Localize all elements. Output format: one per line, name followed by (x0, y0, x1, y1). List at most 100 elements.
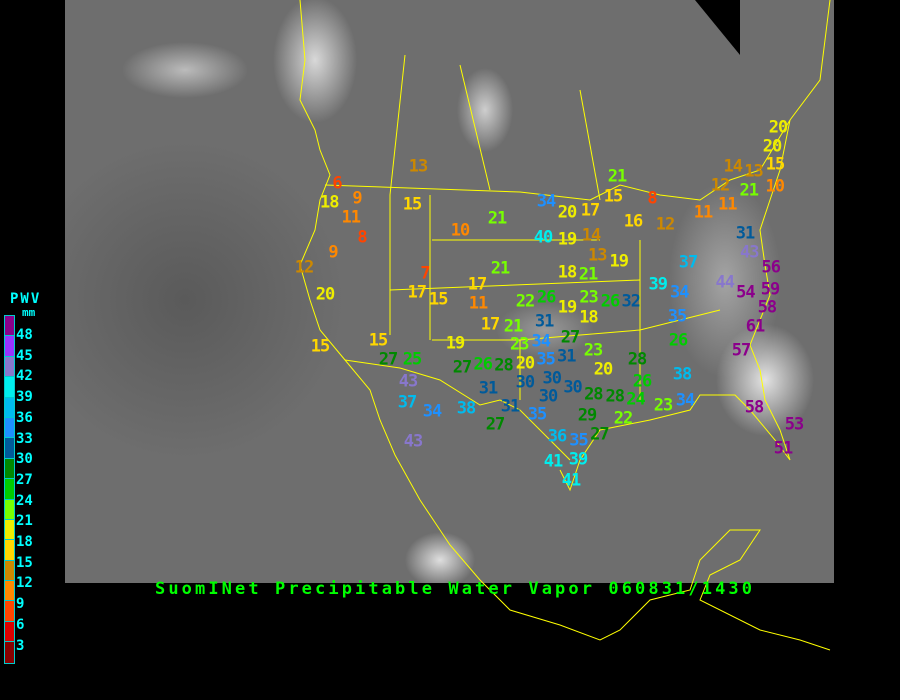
station-pwv-value: 11 (718, 194, 738, 214)
legend-swatch (5, 601, 14, 622)
station-pwv-value: 44 (715, 272, 736, 293)
station-pwv-value: 11 (693, 202, 714, 223)
station-pwv-value: 20 (762, 136, 783, 157)
station-pwv-value: 27 (485, 414, 506, 435)
legend-swatch (5, 581, 14, 602)
station-pwv-value: 8 (647, 188, 657, 209)
legend-label: 36 (16, 409, 33, 426)
station-pwv-value: 13 (588, 245, 608, 265)
state-line (389, 54, 406, 196)
station-pwv-value: 18 (320, 192, 340, 213)
station-pwv-value: 31 (500, 396, 521, 417)
station-pwv-value: 9 (352, 188, 362, 209)
station-pwv-value: 22 (613, 408, 634, 429)
legend-label: 18 (16, 534, 33, 550)
station-pwv-value: 38 (672, 364, 693, 385)
legend-label: 24 (16, 492, 33, 509)
station-pwv-value: 35 (527, 404, 548, 425)
station-pwv-value: 21 (578, 264, 599, 284)
station-pwv-value: 26 (668, 330, 689, 351)
us-mexico-border (344, 359, 571, 461)
station-pwv-value: 9 (328, 242, 338, 263)
legend-swatch (5, 356, 14, 378)
station-pwv-value: 19 (609, 251, 629, 272)
station-pwv-value: 22 (515, 291, 536, 312)
legend-swatch (5, 336, 14, 357)
station-pwv-value: 10 (765, 176, 786, 197)
station-pwv-value: 26 (600, 291, 621, 312)
station-pwv-value: 54 (736, 282, 756, 303)
station-pwv-value: 56 (761, 257, 781, 278)
station-pwv-value: 30 (563, 377, 583, 398)
legend-label: 6 (16, 616, 25, 633)
legend-swatch (5, 560, 14, 582)
station-pwv-value: 39 (648, 274, 669, 295)
pwv-color-scale (4, 315, 15, 664)
station-pwv-value: 17 (580, 200, 601, 221)
station-pwv-value: 27 (590, 424, 610, 445)
station-pwv-value: 21 (503, 316, 524, 337)
station-pwv-value: 17 (407, 282, 428, 303)
state-line (579, 89, 601, 201)
station-pwv-value: 30 (542, 368, 563, 389)
station-pwv-value: 6 (332, 173, 342, 194)
state-line (459, 64, 491, 191)
station-pwv-value: 11 (468, 293, 489, 314)
station-pwv-value: 35 (536, 349, 556, 370)
station-pwv-value: 19 (557, 229, 578, 250)
station-pwv-value: 35 (569, 430, 589, 450)
station-pwv-value: 20 (593, 359, 614, 379)
station-pwv-value: 34 (675, 390, 696, 411)
us-canada-border (324, 0, 831, 201)
station-pwv-value: 30 (538, 386, 559, 407)
station-pwv-value: 57 (731, 340, 752, 361)
station-pwv-value: 41 (543, 451, 564, 472)
station-pwv-value: 27 (452, 357, 473, 378)
legend-label: 9 (16, 596, 25, 613)
satellite-image (65, 0, 834, 583)
station-pwv-value: 26 (473, 354, 494, 375)
station-pwv-value: 15 (765, 154, 786, 175)
station-pwv-value: 20 (315, 284, 336, 305)
station-pwv-value: 31 (478, 378, 499, 399)
legend-label: 3 (16, 637, 25, 654)
map-title: SuomINet Precipitable Water Vapor 060831… (155, 579, 756, 599)
station-pwv-value: 10 (450, 220, 471, 241)
station-pwv-value: 37 (397, 392, 418, 413)
station-pwv-value: 21 (739, 180, 759, 201)
station-pwv-value: 34 (422, 401, 443, 422)
station-pwv-value: 20 (515, 353, 536, 374)
legend-swatch (5, 499, 14, 520)
station-pwv-value: 8 (357, 227, 367, 248)
station-pwv-value: 58 (744, 397, 765, 418)
station-pwv-value: 23 (653, 395, 674, 416)
station-pwv-value: 7 (420, 263, 430, 284)
station-pwv-value: 20 (768, 117, 789, 138)
state-line (389, 279, 641, 291)
legend-label: 39 (16, 389, 33, 406)
station-pwv-value: 58 (757, 297, 778, 318)
station-pwv-value: 28 (627, 349, 648, 370)
station-pwv-value: 18 (579, 307, 599, 328)
station-pwv-value: 17 (480, 314, 501, 335)
station-pwv-value: 41 (561, 470, 582, 491)
station-pwv-value: 31 (557, 346, 577, 367)
no-data-region (695, 0, 740, 55)
station-pwv-value: 40 (533, 227, 554, 248)
legend-label: 45 (16, 347, 33, 364)
legend-label: 30 (16, 451, 33, 468)
station-pwv-value: 12 (710, 175, 731, 195)
legend-label: 48 (16, 327, 33, 343)
legend-swatch (5, 540, 14, 561)
station-pwv-value: 15 (428, 289, 449, 310)
station-pwv-value: 43 (398, 371, 419, 392)
station-pwv-value: 14 (723, 156, 743, 177)
legend-unit: mm (22, 306, 36, 319)
station-pwv-value: 23 (510, 334, 530, 355)
station-pwv-value: 59 (760, 279, 781, 300)
legend-title: PWV (10, 291, 42, 307)
legend-swatch (5, 397, 14, 418)
station-pwv-value: 20 (557, 202, 578, 223)
legend-swatch (5, 438, 14, 459)
